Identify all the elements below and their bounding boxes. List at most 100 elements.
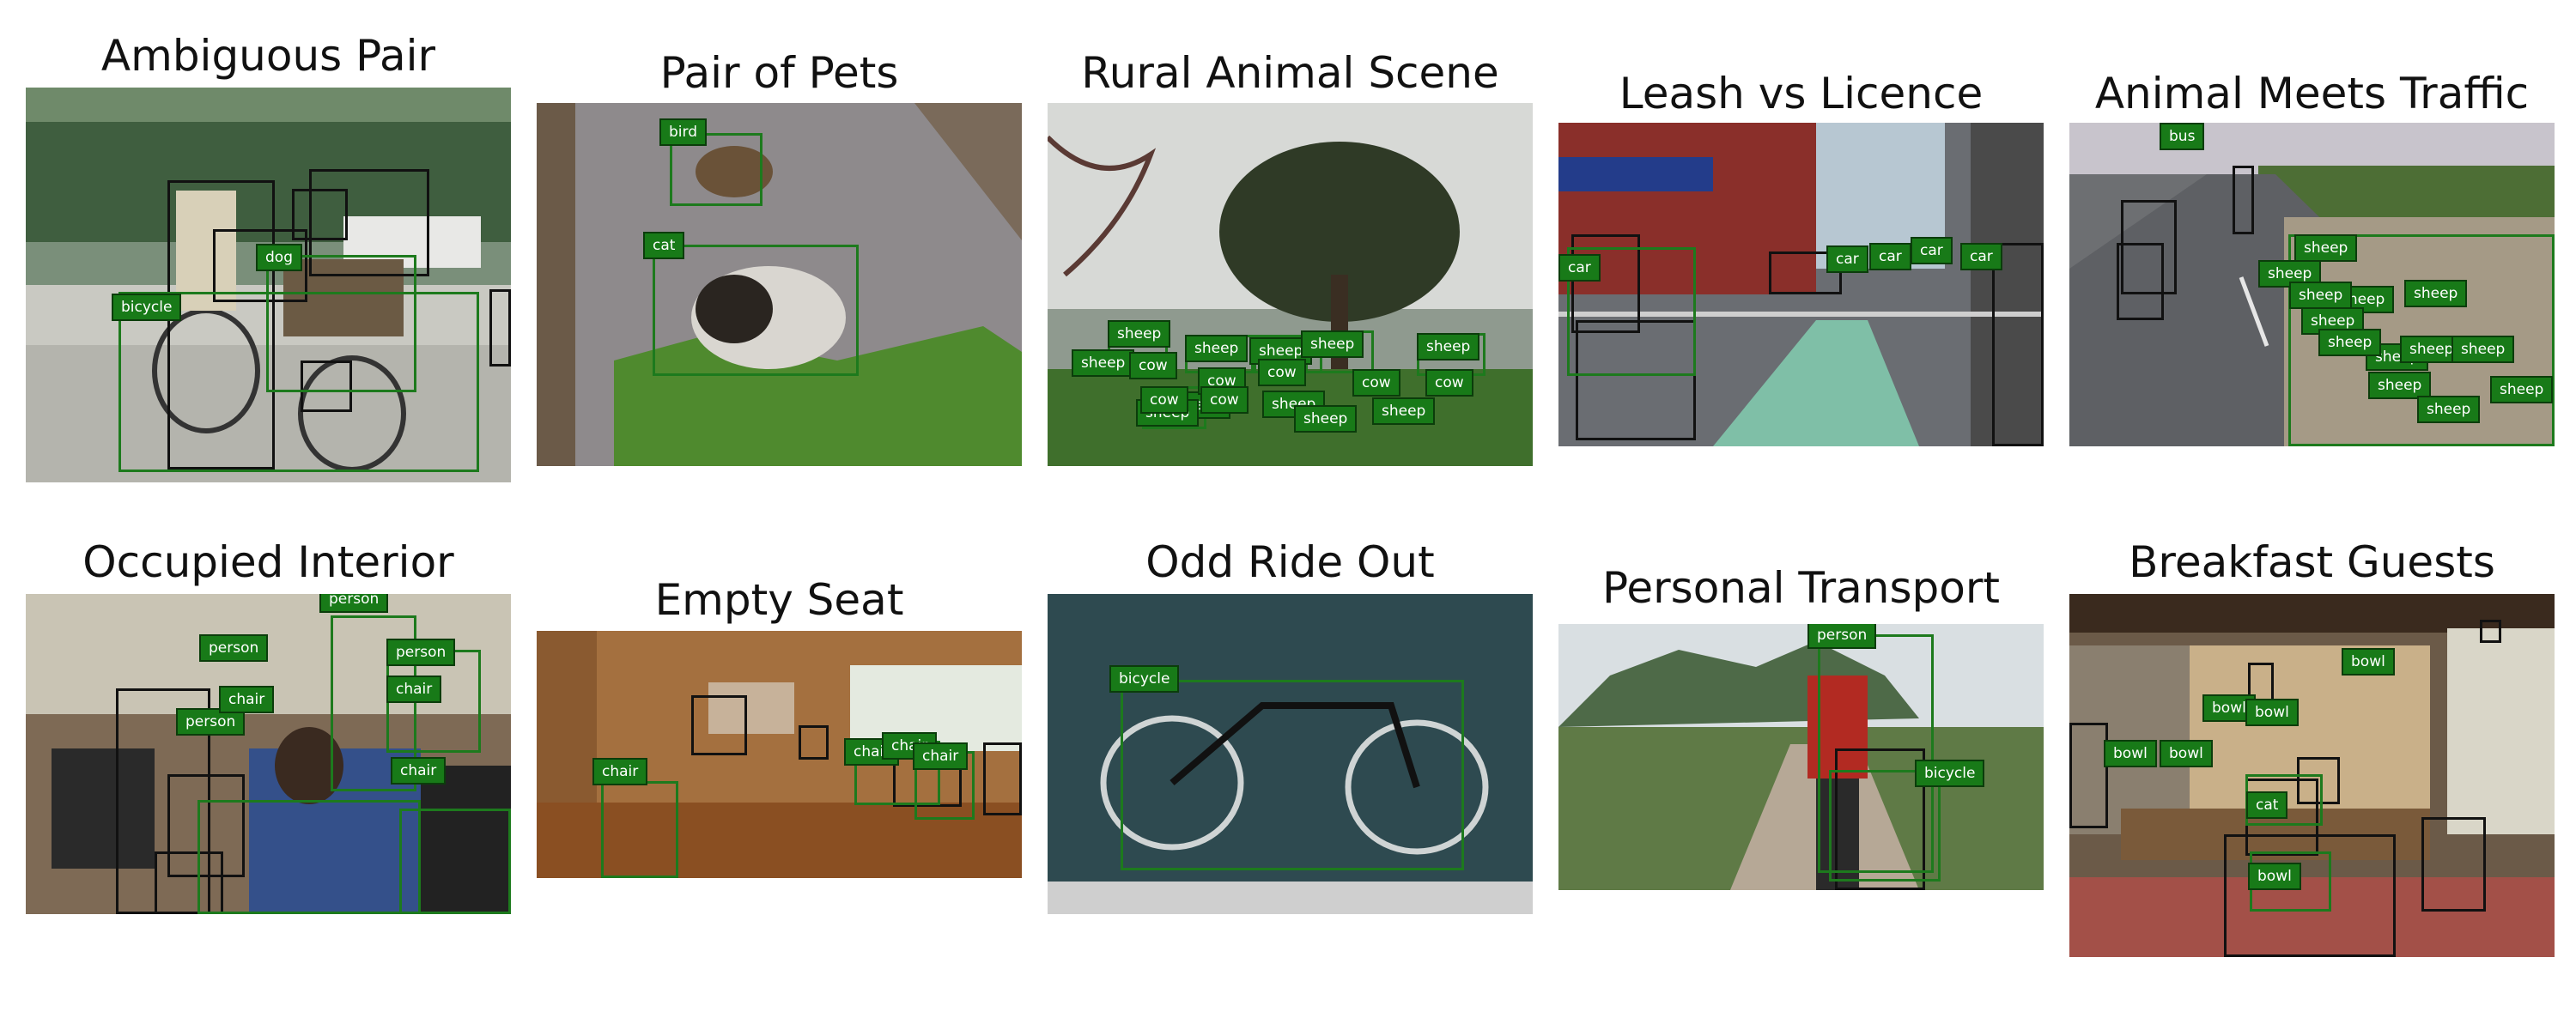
gt-box	[167, 774, 245, 877]
pred-box	[197, 800, 421, 914]
pred-box	[1829, 770, 1941, 882]
detection-label: cow	[1200, 386, 1249, 415]
photo: chair chair chair chair	[537, 631, 1022, 878]
gt-box	[2121, 200, 2177, 294]
pred-box	[266, 255, 416, 392]
gt-box	[1571, 234, 1640, 333]
detection-label: chair	[391, 757, 447, 785]
photo: bus sheep sheep sheep sheep sheep sheep …	[2069, 123, 2555, 446]
panel-title: Empty Seat	[654, 575, 904, 625]
detection-label: sheep	[1108, 320, 1171, 348]
detection-label: cat	[643, 232, 685, 260]
detection-label: bicycle	[112, 294, 182, 322]
pred-box	[1567, 247, 1696, 376]
pred-box	[670, 133, 762, 206]
detection-label: sheep	[2318, 329, 2382, 357]
gt-box	[799, 725, 829, 760]
panel-personal-transport: Personal Transport person bicycle	[1558, 532, 2044, 961]
detection-label: bird	[659, 118, 707, 147]
detection-label: chair	[913, 742, 969, 771]
detection-label: chair	[386, 676, 442, 704]
detection-label: bowl	[2104, 740, 2157, 768]
detection-label: cow	[1352, 369, 1400, 397]
panel-title: Ambiguous Pair	[100, 31, 436, 81]
pred-box	[653, 245, 859, 376]
detection-label: sheep	[2417, 396, 2481, 424]
gt-box	[1576, 320, 1696, 440]
pred-box	[2288, 234, 2555, 446]
panel-rural-animal-scene: Rural Animal Scene sheep sheep sheep she…	[1048, 26, 1533, 489]
panel-occupied-interior: Occupied Interior person person person p…	[26, 532, 511, 961]
detection-label: sheep	[1417, 333, 1480, 361]
detection-label: cow	[1425, 369, 1473, 397]
gt-box	[2233, 166, 2254, 234]
photo: bowl bowl bowl bowl bowl cat bowl	[2069, 594, 2555, 957]
detection-label: bowl	[2248, 863, 2301, 891]
panel-title: Occupied Interior	[82, 537, 454, 587]
detection-label: bicycle	[1109, 665, 1180, 694]
detection-label: dog	[256, 244, 302, 272]
gt-box	[1992, 243, 2044, 446]
detection-label: sheep	[2368, 372, 2432, 400]
panel-ambiguous-pair: Ambiguous Pair bicycle dog	[26, 26, 511, 489]
gt-box	[1835, 748, 1925, 890]
detection-label: bowl	[2160, 740, 2213, 768]
panel-title: Animal Meets Traffic	[2094, 69, 2530, 118]
panel-title: Pair of Pets	[659, 48, 899, 98]
detection-label: sheep	[1185, 335, 1249, 363]
detection-label: chair	[219, 686, 275, 714]
photo: sheep sheep sheep sheep sheep sheep shee…	[1048, 103, 1533, 466]
panel-title: Breakfast Guests	[2129, 537, 2495, 587]
panel-breakfast-guests: Breakfast Guests bowl bowl bowl bowl bow…	[2069, 532, 2555, 961]
detection-label: person	[199, 634, 269, 663]
panel-empty-seat: Empty Seat chair chair chair chair	[537, 532, 1022, 961]
detection-label: bicycle	[1915, 760, 1985, 788]
panel-title: Personal Transport	[1601, 563, 2001, 613]
detection-label: person	[1807, 624, 1877, 650]
detection-label: car	[1911, 237, 1953, 265]
detection-label: bus	[2160, 123, 2205, 151]
detection-label: cat	[2246, 791, 2288, 820]
photo: bicycle dog	[26, 88, 511, 482]
photo: bird cat	[537, 103, 1022, 466]
pred-box	[601, 781, 678, 878]
detection-label: sheep	[2490, 376, 2554, 404]
gt-box	[2421, 817, 2486, 912]
photo: person bicycle	[1558, 624, 2044, 890]
detection-label: sheep	[2289, 282, 2353, 310]
detection-label: person	[319, 594, 389, 614]
panel-title: Rural Animal Scene	[1081, 48, 1499, 98]
gt-box	[2069, 723, 2108, 828]
panel-leash-vs-licence: Leash vs Licence car car car car car	[1558, 26, 2044, 489]
detection-label: cow	[1140, 386, 1188, 415]
gt-box	[2297, 757, 2340, 804]
panel-title: Leash vs Licence	[1619, 69, 1984, 118]
gt-box	[213, 229, 307, 302]
gt-box	[167, 180, 275, 470]
panel-title: Odd Ride Out	[1145, 537, 1435, 587]
photo: person person person person chair chair …	[26, 594, 511, 914]
detection-label: sheep	[1294, 405, 1358, 433]
detection-label: sheep	[1372, 397, 1436, 426]
panel-odd-ride-out: Odd Ride Out bicycle	[1048, 532, 1533, 961]
panel-animal-meets-traffic: Animal Meets Traffic bus sheep sheep she…	[2069, 26, 2555, 489]
detection-label: sheep	[2294, 234, 2358, 263]
gt-box	[155, 851, 223, 914]
detection-label: cow	[1129, 352, 1177, 380]
gt-box	[309, 169, 429, 276]
detection-label: car	[1826, 245, 1868, 274]
detection-label: chair	[592, 758, 648, 786]
detection-label: sheep	[1301, 330, 1364, 359]
gt-box	[301, 360, 352, 412]
pred-box	[399, 809, 511, 914]
gt-box	[2224, 834, 2396, 957]
pred-box	[118, 292, 479, 472]
detection-label: car	[1960, 243, 2002, 271]
detection-label: car	[1558, 254, 1601, 282]
detection-label: sheep	[2451, 336, 2515, 364]
gt-box	[2480, 620, 2501, 643]
pred-box	[331, 615, 416, 791]
gt-box	[691, 695, 747, 755]
detection-label: bowl	[2245, 699, 2299, 727]
detection-label: cow	[1258, 359, 1306, 387]
